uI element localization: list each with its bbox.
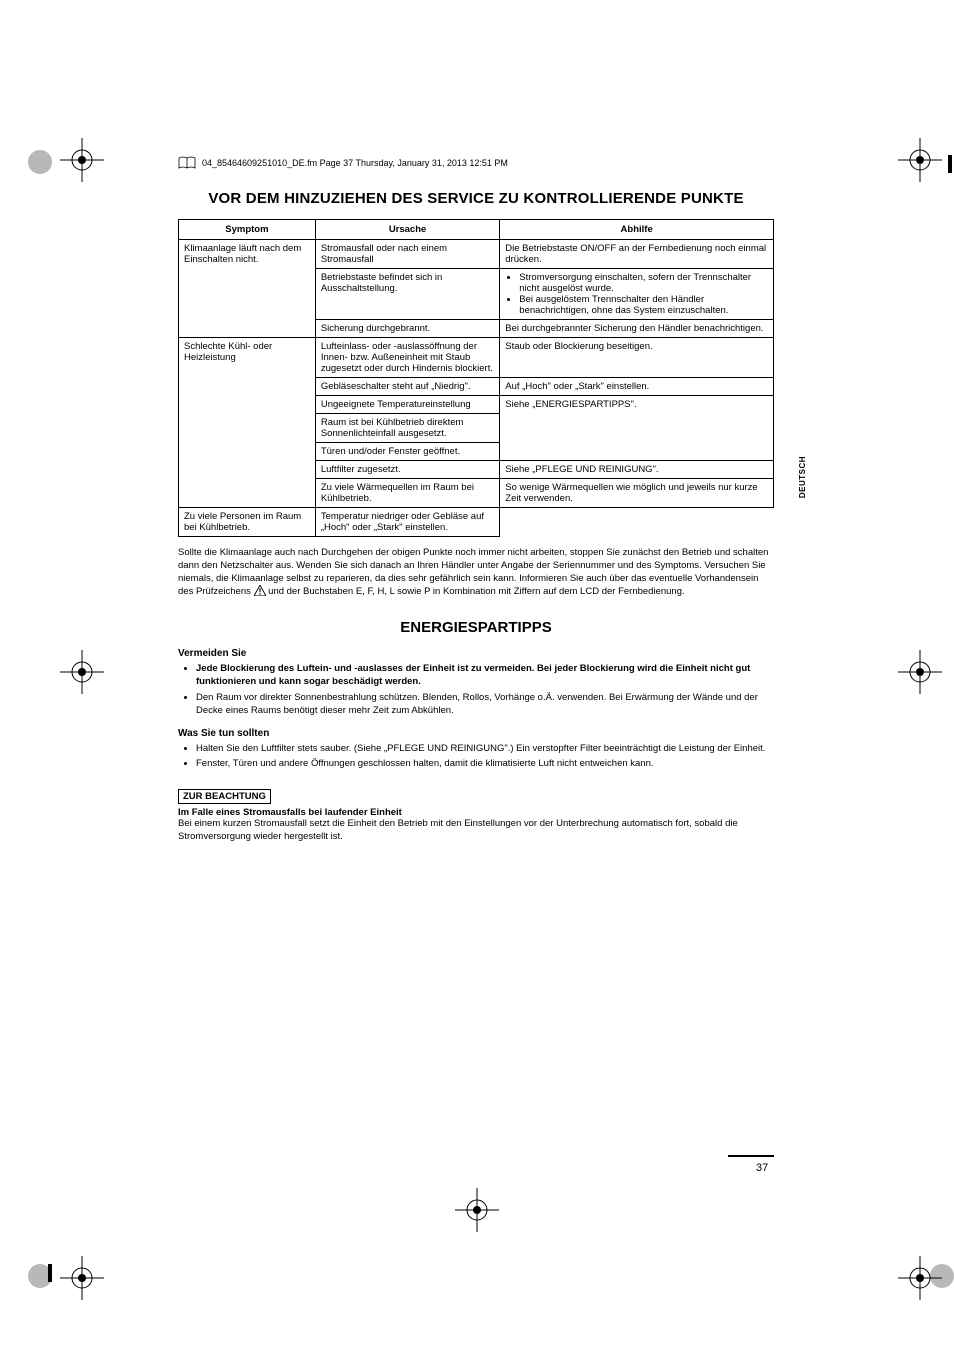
table-row: Zu viele Personen im Raum bei Kühlbetrie…: [179, 508, 774, 537]
page-number: 37: [756, 1162, 768, 1174]
header-meta-text: 04_85464609251010_DE.fm Page 37 Thursday…: [202, 158, 508, 168]
notice-box: ZUR BEACHTUNG: [178, 789, 271, 804]
section-title-energy: ENERGIESPARTIPPS: [178, 619, 774, 636]
cell-remedy: Temperatur niedriger oder Gebläse auf „H…: [315, 508, 499, 537]
language-tab: DEUTSCH: [798, 456, 807, 498]
do-list: Halten Sie den Luftfilter stets sauber. …: [178, 743, 774, 772]
reg-bar: [948, 155, 952, 173]
registration-mark: [455, 1188, 499, 1232]
table-row: Klimaanlage läuft nach dem Einschalten n…: [179, 240, 774, 269]
registration-mark: [60, 1256, 104, 1300]
note-text-b: und der Buchstaben E, F, H, L sowie P in…: [268, 586, 684, 597]
registration-mark: [60, 138, 104, 182]
subhead-do: Was Sie tun sollten: [178, 728, 774, 739]
corner-dot: [28, 150, 52, 174]
book-icon: [178, 156, 196, 170]
cell-remedy: Auf „Hoch" oder „Stark" einstellen.: [500, 378, 774, 396]
cell-cause: Ungeeignete Temperatureinstellung: [315, 396, 499, 414]
cell-cause: Luftfilter zugesetzt.: [315, 461, 499, 479]
list-item: Den Raum vor direkter Sonnenbestrahlung …: [196, 692, 774, 718]
registration-mark: [898, 650, 942, 694]
cell-symptom: Klimaanlage läuft nach dem Einschalten n…: [179, 240, 316, 338]
cell-cause: Lufteinlass- oder -auslassöffnung der In…: [315, 338, 499, 378]
cell-remedy: So wenige Wärmequellen wie möglich und j…: [500, 479, 774, 508]
cell-symptom: Schlechte Kühl- oder Heizleistung: [179, 338, 316, 508]
cell-remedy: Staub oder Blockierung beseitigen.: [500, 338, 774, 378]
th-cause: Ursache: [315, 220, 499, 240]
remedy-item: Stromversorgung einschalten, sofern der …: [519, 272, 768, 294]
cell-remedy: Siehe „PFLEGE UND REINIGUNG".: [500, 461, 774, 479]
cell-cause: Gebläseschalter steht auf „Niedrig".: [315, 378, 499, 396]
registration-mark: [60, 650, 104, 694]
cell-remedy: Siehe „ENERGIESPARTIPPS".: [500, 396, 774, 461]
cell-cause: Zu viele Personen im Raum bei Kühlbetrie…: [179, 508, 316, 537]
registration-mark: [898, 138, 942, 182]
cell-remedy: Bei durchgebrannter Sicherung den Händle…: [500, 320, 774, 338]
notice-heading: Im Falle eines Stromausfalls bei laufend…: [178, 807, 774, 818]
note-paragraph: Sollte die Klimaanlage auch nach Durchge…: [178, 547, 774, 601]
warning-triangle-icon: [254, 585, 266, 601]
cell-cause: Stromausfall oder nach einem Stromausfal…: [315, 240, 499, 269]
avoid-list: Jede Blockierung des Luftein- und -ausla…: [178, 663, 774, 717]
page-content: VOR DEM HINZUZIEHEN DES SERVICE ZU KONTR…: [178, 190, 774, 852]
th-symptom: Symptom: [179, 220, 316, 240]
list-item: Fenster, Türen und andere Öffnungen gesc…: [196, 758, 774, 771]
subhead-avoid: Vermeiden Sie: [178, 648, 774, 659]
th-remedy: Abhilfe: [500, 220, 774, 240]
header-meta: 04_85464609251010_DE.fm Page 37 Thursday…: [178, 156, 508, 170]
cell-remedy: Die Betriebstaste ON/OFF an der Fernbedi…: [500, 240, 774, 269]
notice-body: Bei einem kurzen Stromausfall setzt die …: [178, 818, 774, 844]
cell-remedy: Stromversorgung einschalten, sofern der …: [500, 269, 774, 320]
table-row: Schlechte Kühl- oder HeizleistungLuftein…: [179, 338, 774, 378]
cell-cause: Sicherung durchgebrannt.: [315, 320, 499, 338]
list-item: Halten Sie den Luftfilter stets sauber. …: [196, 743, 774, 756]
section-title-troubleshoot: VOR DEM HINZUZIEHEN DES SERVICE ZU KONTR…: [178, 190, 774, 207]
list-item: Jede Blockierung des Luftein- und -ausla…: [196, 663, 774, 689]
registration-mark: [898, 1256, 942, 1300]
cell-cause: Raum ist bei Kühlbetrieb direktem Sonnen…: [315, 414, 499, 443]
troubleshoot-table: Symptom Ursache Abhilfe Klimaanlage läuf…: [178, 219, 774, 537]
reg-bar: [48, 1264, 52, 1282]
remedy-item: Bei ausgelöstem Trennschalter den Händle…: [519, 294, 768, 316]
cell-cause: Türen und/oder Fenster geöffnet.: [315, 443, 499, 461]
page-number-rule: [728, 1155, 774, 1157]
cell-cause: Betriebstaste befindet sich in Ausschalt…: [315, 269, 499, 320]
cell-cause: Zu viele Wärmequellen im Raum bei Kühlbe…: [315, 479, 499, 508]
